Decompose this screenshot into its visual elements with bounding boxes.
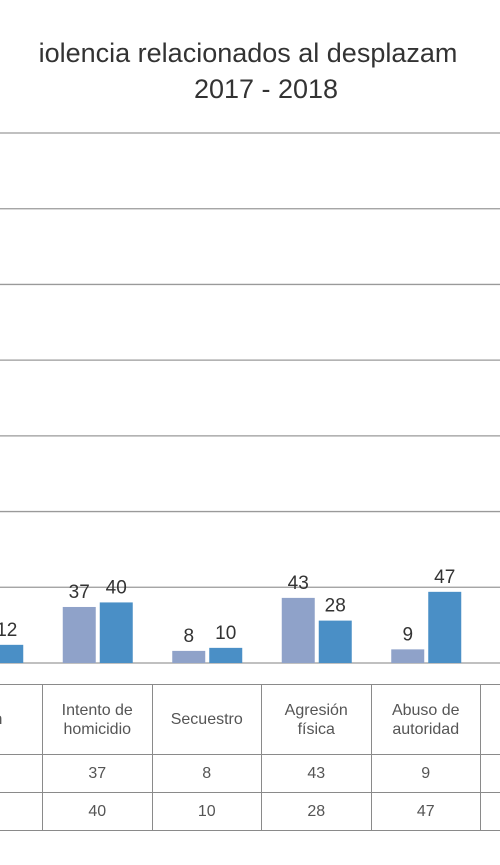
data-label: 9 <box>402 624 413 645</box>
bar <box>172 650 206 663</box>
table-cell: 43 <box>261 754 372 793</box>
chart-title: iolencia relacionados al desplazam <box>39 38 458 68</box>
table-cell <box>0 754 43 793</box>
table-cell: 9 <box>370 754 481 793</box>
data-label: 40 <box>106 577 127 598</box>
table-cell: Agresión física <box>261 684 372 755</box>
bar <box>99 602 133 663</box>
table-cell <box>480 792 500 831</box>
table-cell: 10 <box>151 792 262 831</box>
table-cell: sión <box>0 684 43 755</box>
table-cell: 8 <box>151 754 262 793</box>
table-cell: Abuso de autoridad <box>370 684 481 755</box>
bar <box>428 591 462 663</box>
table-cell: 12 <box>0 792 43 831</box>
table-cell: 40 <box>42 792 153 831</box>
bar <box>281 597 315 663</box>
table-cell: H <box>480 684 500 755</box>
table-cell: 28 <box>261 792 372 831</box>
data-label: 47 <box>434 567 455 588</box>
bar <box>391 649 425 663</box>
data-label: 28 <box>325 596 346 617</box>
data-label: 43 <box>288 573 309 594</box>
data-label: 12 <box>0 620 17 641</box>
table-cell: 37 <box>42 754 153 793</box>
bar <box>62 606 96 663</box>
data-label: 8 <box>183 626 194 647</box>
table-cell: Intento de homicidio <box>42 684 153 755</box>
data-label: 10 <box>215 623 236 644</box>
table-cell <box>480 754 500 793</box>
table-cell: 47 <box>370 792 481 831</box>
bar <box>318 620 352 663</box>
chart-subtitle: 2017 - 2018 <box>194 74 338 104</box>
chart: iolencia relacionados al desplazam 2017 … <box>0 38 500 664</box>
table-cell: Secuestro <box>151 684 262 755</box>
bar <box>0 644 24 663</box>
data-label: 37 <box>69 582 90 603</box>
bar <box>209 647 243 663</box>
